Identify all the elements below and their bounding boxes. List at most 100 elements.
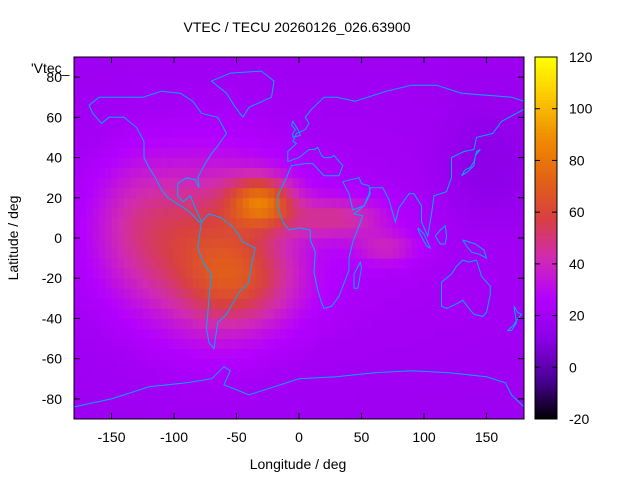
heatmap-cell (511, 368, 519, 380)
heatmap-cell (192, 298, 200, 309)
heatmap-cell (211, 298, 219, 309)
heatmap-cell (342, 147, 350, 158)
heatmap-cell (336, 238, 344, 249)
heatmap-cell (74, 217, 81, 229)
heatmap-cell (436, 378, 444, 390)
heatmap-cell (280, 167, 287, 179)
heatmap-cell (117, 318, 125, 329)
heatmap-cell (174, 217, 181, 229)
heatmap-cell (74, 318, 81, 329)
heatmap-cell (480, 227, 487, 239)
heatmap-cell (411, 308, 419, 319)
heatmap-cell (261, 388, 269, 400)
heatmap-cell (155, 248, 162, 259)
heatmap-cell (280, 338, 287, 350)
heatmap-cell (380, 217, 387, 229)
heatmap-cell (517, 328, 525, 339)
heatmap-cell (442, 388, 450, 400)
heatmap-cell (155, 217, 162, 229)
heatmap-cell (461, 258, 469, 269)
heatmap-cell (299, 408, 306, 420)
heatmap-cell (242, 227, 250, 239)
heatmap-cell (480, 127, 487, 138)
heatmap-cell (299, 167, 306, 179)
heatmap-cell (455, 238, 462, 249)
heatmap-cell (305, 348, 312, 360)
heatmap-cell (217, 248, 225, 259)
heatmap-cell (349, 278, 356, 289)
heatmap-cell (430, 177, 437, 189)
heatmap-cell (492, 57, 500, 68)
colorbar-step (535, 379, 557, 384)
heatmap-cell (511, 358, 519, 370)
heatmap-cell (436, 308, 444, 319)
heatmap-cell (267, 378, 275, 390)
heatmap-cell (161, 308, 169, 319)
heatmap-cell (299, 298, 306, 309)
heatmap-cell (399, 298, 406, 309)
coastline-borneo (434, 224, 448, 245)
heatmap-cell (386, 177, 394, 189)
heatmap-cell (436, 368, 444, 380)
heatmap-cell (192, 308, 200, 319)
heatmap-cell (261, 207, 269, 219)
heatmap-cell (386, 87, 394, 98)
heatmap-cell (80, 298, 87, 309)
heatmap-cell (86, 318, 94, 329)
heatmap-cell (311, 328, 319, 339)
heatmap-cell (274, 348, 281, 360)
heatmap-cell (155, 227, 162, 239)
heatmap-cell (199, 137, 206, 148)
heatmap-cell (461, 147, 469, 158)
heatmap-cell (199, 147, 206, 158)
heatmap-cell (274, 238, 281, 249)
heatmap-cell (324, 248, 331, 259)
heatmap-cell (336, 127, 344, 138)
heatmap-cell (192, 227, 200, 239)
coastline-africa-eurasia (277, 84, 525, 309)
heatmap-cell (511, 278, 519, 289)
colorbar-step (535, 241, 557, 245)
heatmap-cell (86, 147, 94, 158)
heatmap-cell (149, 157, 156, 169)
heatmap-cell (99, 288, 106, 299)
colorbar-step (535, 87, 557, 91)
heatmap-cell (367, 197, 375, 209)
heatmap-cell (161, 197, 169, 209)
heatmap-cell (492, 258, 500, 269)
heatmap-cell (155, 147, 162, 158)
heatmap-cell (374, 278, 381, 289)
heatmap-cell (299, 388, 306, 400)
heatmap-cell (330, 67, 337, 78)
heatmap-cell (130, 67, 137, 78)
heatmap-cell (449, 177, 456, 189)
heatmap-cell (267, 167, 275, 179)
colorbar-step (535, 280, 557, 284)
heatmap-cell (249, 207, 256, 219)
heatmap-cell (130, 77, 137, 88)
heatmap-cell (205, 358, 212, 370)
heatmap-cell (355, 348, 362, 360)
heatmap-cell (274, 328, 281, 339)
heatmap-cell (374, 328, 381, 339)
colorbar-step (535, 201, 557, 206)
heatmap-cell (342, 107, 350, 118)
heatmap-cell (217, 358, 225, 370)
heatmap-cell (417, 328, 425, 339)
heatmap-cell (286, 187, 294, 199)
heatmap-cell (105, 328, 112, 339)
heatmap-cell (317, 398, 325, 410)
heatmap-cell (230, 318, 237, 329)
heatmap-cell (217, 217, 225, 229)
heatmap-cell (142, 87, 150, 98)
heatmap-cell (361, 258, 369, 269)
heatmap-cell (461, 398, 469, 410)
heatmap-cell (149, 127, 156, 138)
heatmap-cell (174, 388, 181, 400)
heatmap-cell (255, 238, 262, 249)
heatmap-cell (436, 348, 444, 360)
heatmap-cell (317, 127, 325, 138)
heatmap-cell (230, 147, 237, 158)
heatmap-cell (92, 258, 100, 269)
heatmap-cell (505, 87, 512, 98)
